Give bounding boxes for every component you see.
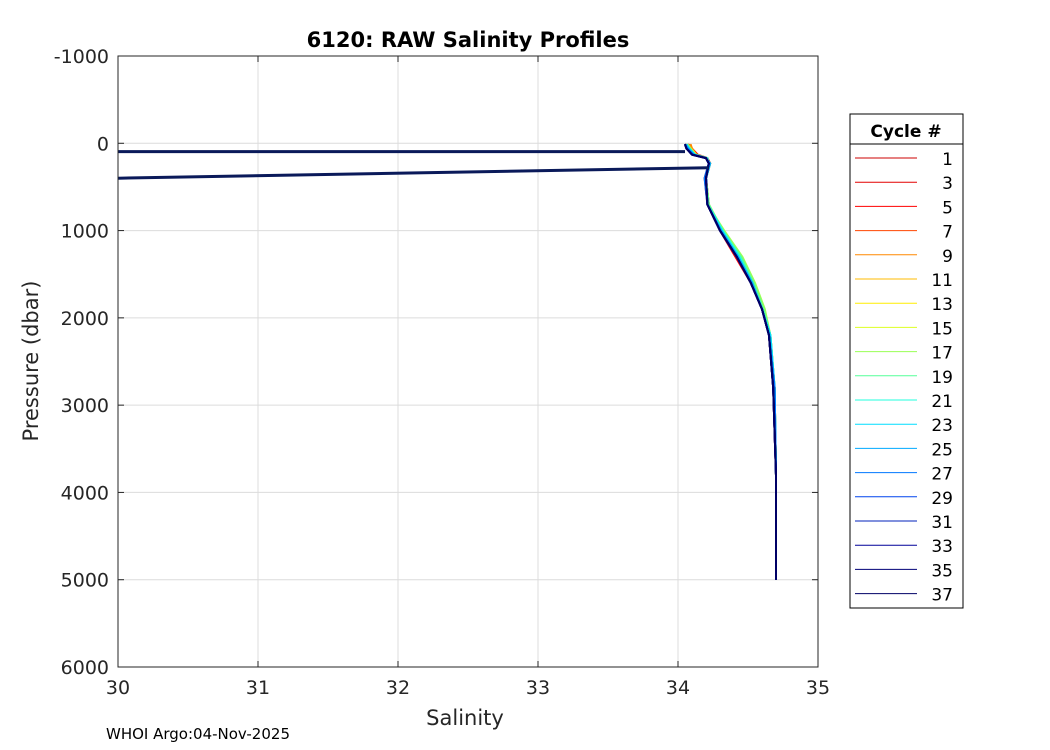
y-axis-label: Pressure (dbar) <box>19 281 43 442</box>
y-tick-label: -1000 <box>54 46 109 68</box>
series-line-spike-250dbar <box>118 166 709 180</box>
x-tick-label: 32 <box>386 677 410 699</box>
plot-frame <box>117 55 819 668</box>
legend-label: 5 <box>942 198 953 218</box>
series-line-37 <box>684 143 777 580</box>
legend-label: 17 <box>931 344 953 364</box>
legend-label: 27 <box>931 465 953 485</box>
x-tick-label: 33 <box>526 677 550 699</box>
x-tick-label: 35 <box>806 677 830 699</box>
y-tick-label: 2000 <box>61 308 109 330</box>
legend-label: 19 <box>931 368 953 388</box>
series-group <box>118 143 777 580</box>
x-tick-label: 30 <box>106 677 130 699</box>
legend-label: 29 <box>931 489 953 509</box>
legend-label: 31 <box>931 513 953 533</box>
x-tick-label: 34 <box>666 677 690 699</box>
legend-label: 37 <box>931 586 953 606</box>
legend-label: 3 <box>942 174 953 194</box>
legend-label: 11 <box>931 271 953 291</box>
legend-label: 25 <box>931 440 953 460</box>
y-tick-label: 1000 <box>61 221 109 243</box>
y-ticks: -1000 0 1000 2000 3000 4000 5000 6000 <box>54 46 818 679</box>
legend-label: 9 <box>942 247 953 267</box>
x-ticks: 30 31 32 33 34 35 <box>106 56 830 699</box>
y-tick-label: 5000 <box>61 570 109 592</box>
chart-title: 6120: RAW Salinity Profiles <box>307 28 630 52</box>
legend: Cycle # 13579111315171921232527293133353… <box>849 113 964 609</box>
footer-credit: WHOI Argo:04-Nov-2025 <box>106 725 290 743</box>
legend-label: 1 <box>942 150 953 170</box>
legend-label: 21 <box>931 392 953 412</box>
y-tick-label: 6000 <box>61 657 109 679</box>
legend-label: 33 <box>931 537 953 557</box>
legend-label: 7 <box>942 223 953 243</box>
legend-title: Cycle # <box>870 122 941 142</box>
y-tick-label: 4000 <box>61 482 109 504</box>
x-tick-label: 31 <box>246 677 270 699</box>
y-tick-label: 0 <box>97 133 109 155</box>
legend-label: 35 <box>931 561 953 581</box>
legend-label: 13 <box>931 295 953 315</box>
x-axis-label: Salinity <box>426 706 504 730</box>
legend-label: 15 <box>931 319 953 339</box>
legend-box <box>849 113 964 609</box>
plot-area <box>118 56 818 667</box>
legend-label: 23 <box>931 416 953 436</box>
y-tick-label: 3000 <box>61 395 109 417</box>
